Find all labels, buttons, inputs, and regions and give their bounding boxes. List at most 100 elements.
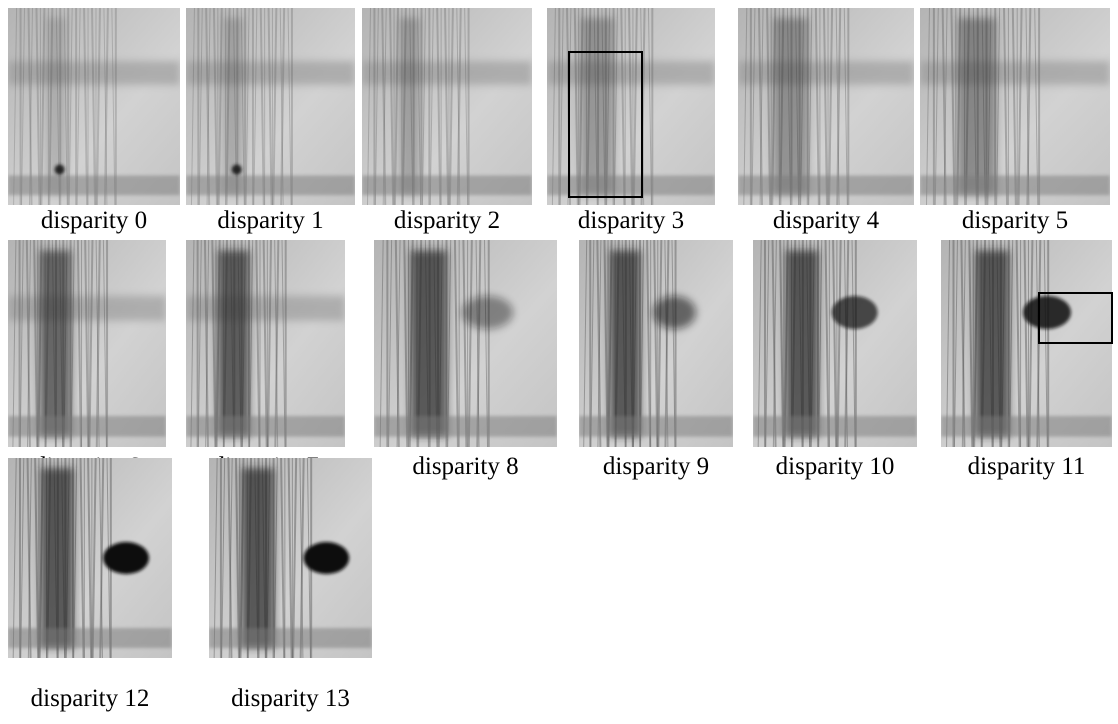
fiber [221,458,226,658]
floor [8,415,166,437]
fiber [613,8,618,205]
panel-bg [579,240,733,447]
fiber [91,8,97,205]
fiber [103,8,109,205]
fiber [657,240,663,447]
fiber [87,458,93,658]
fiber [1026,8,1032,205]
fiber [287,458,293,658]
fiber [13,8,18,205]
fiber [26,240,31,447]
fiber [632,8,638,205]
column [399,17,420,196]
column [410,250,448,437]
fiber [824,240,830,447]
fiber [851,240,856,447]
fiber [299,458,305,658]
fiber [279,8,284,205]
fiber [28,8,33,205]
fiber [19,240,24,447]
panel-bg [374,240,557,447]
fiber [968,240,974,447]
caption: disparity 0 [41,207,147,234]
panel-image [8,240,166,447]
blob [652,295,697,330]
fiber [245,8,250,205]
fiber [620,8,626,205]
fiber [447,240,452,447]
fiber [382,8,387,205]
fiber [212,8,218,205]
fiber [76,8,81,205]
floor [8,628,172,648]
band [920,61,1110,85]
column [773,17,809,196]
fiber [647,8,652,205]
panel-image [753,240,917,447]
column [975,250,1010,437]
caption: disparity 9 [603,453,709,480]
panel-bg [8,8,180,205]
floor [579,415,733,437]
fiber [757,8,763,205]
fiber [436,8,442,205]
fiber [456,8,462,205]
fiber [40,8,46,205]
fiber [262,240,268,447]
fiber [272,8,278,205]
fiber [394,240,400,447]
fiber [836,8,842,205]
caption: disparity 11 [968,453,1086,480]
floor [186,415,345,437]
fiber [1023,240,1029,447]
floor [209,628,372,648]
fiber [388,240,393,447]
caption: disparity 8 [412,453,518,480]
panel-image [186,240,345,447]
caption: disparity 13 [231,685,350,712]
caption: disparity 12 [31,685,150,712]
fiber [628,8,634,205]
fiber [1028,240,1034,447]
fiber [996,8,1001,205]
fiber [603,240,609,447]
panel-bg [186,240,345,447]
fiber [249,240,254,447]
fiber [70,240,75,447]
fiber [102,240,107,447]
fiber [583,240,588,447]
fiber [476,240,482,447]
panel-image [579,240,733,447]
fiber [844,240,850,447]
fiber [280,8,286,205]
fiber [484,240,489,447]
fiber [213,458,218,658]
fiber [590,240,595,447]
fiber [743,8,748,205]
band [186,295,345,321]
highlight-box [568,51,643,198]
fiber [757,240,762,447]
caption: disparity 3 [578,207,684,234]
panel-image [920,8,1110,205]
fiber [1003,8,1009,205]
fiber [646,240,652,447]
fiber [664,240,670,447]
fiber [961,240,966,447]
fiber [103,8,108,205]
fiber [464,8,469,205]
panel-bg [920,8,1110,205]
fiber [99,458,105,658]
fiber [926,8,930,205]
fiber [267,8,273,205]
fiber [111,8,116,205]
fiber [640,240,645,447]
fiber [835,8,840,205]
fiber [12,458,17,658]
fiber [27,458,32,658]
caption: disparity 10 [776,453,895,480]
panel-bg [186,8,355,205]
fiber [21,8,26,205]
fiber [379,240,384,447]
fiber [281,240,286,447]
